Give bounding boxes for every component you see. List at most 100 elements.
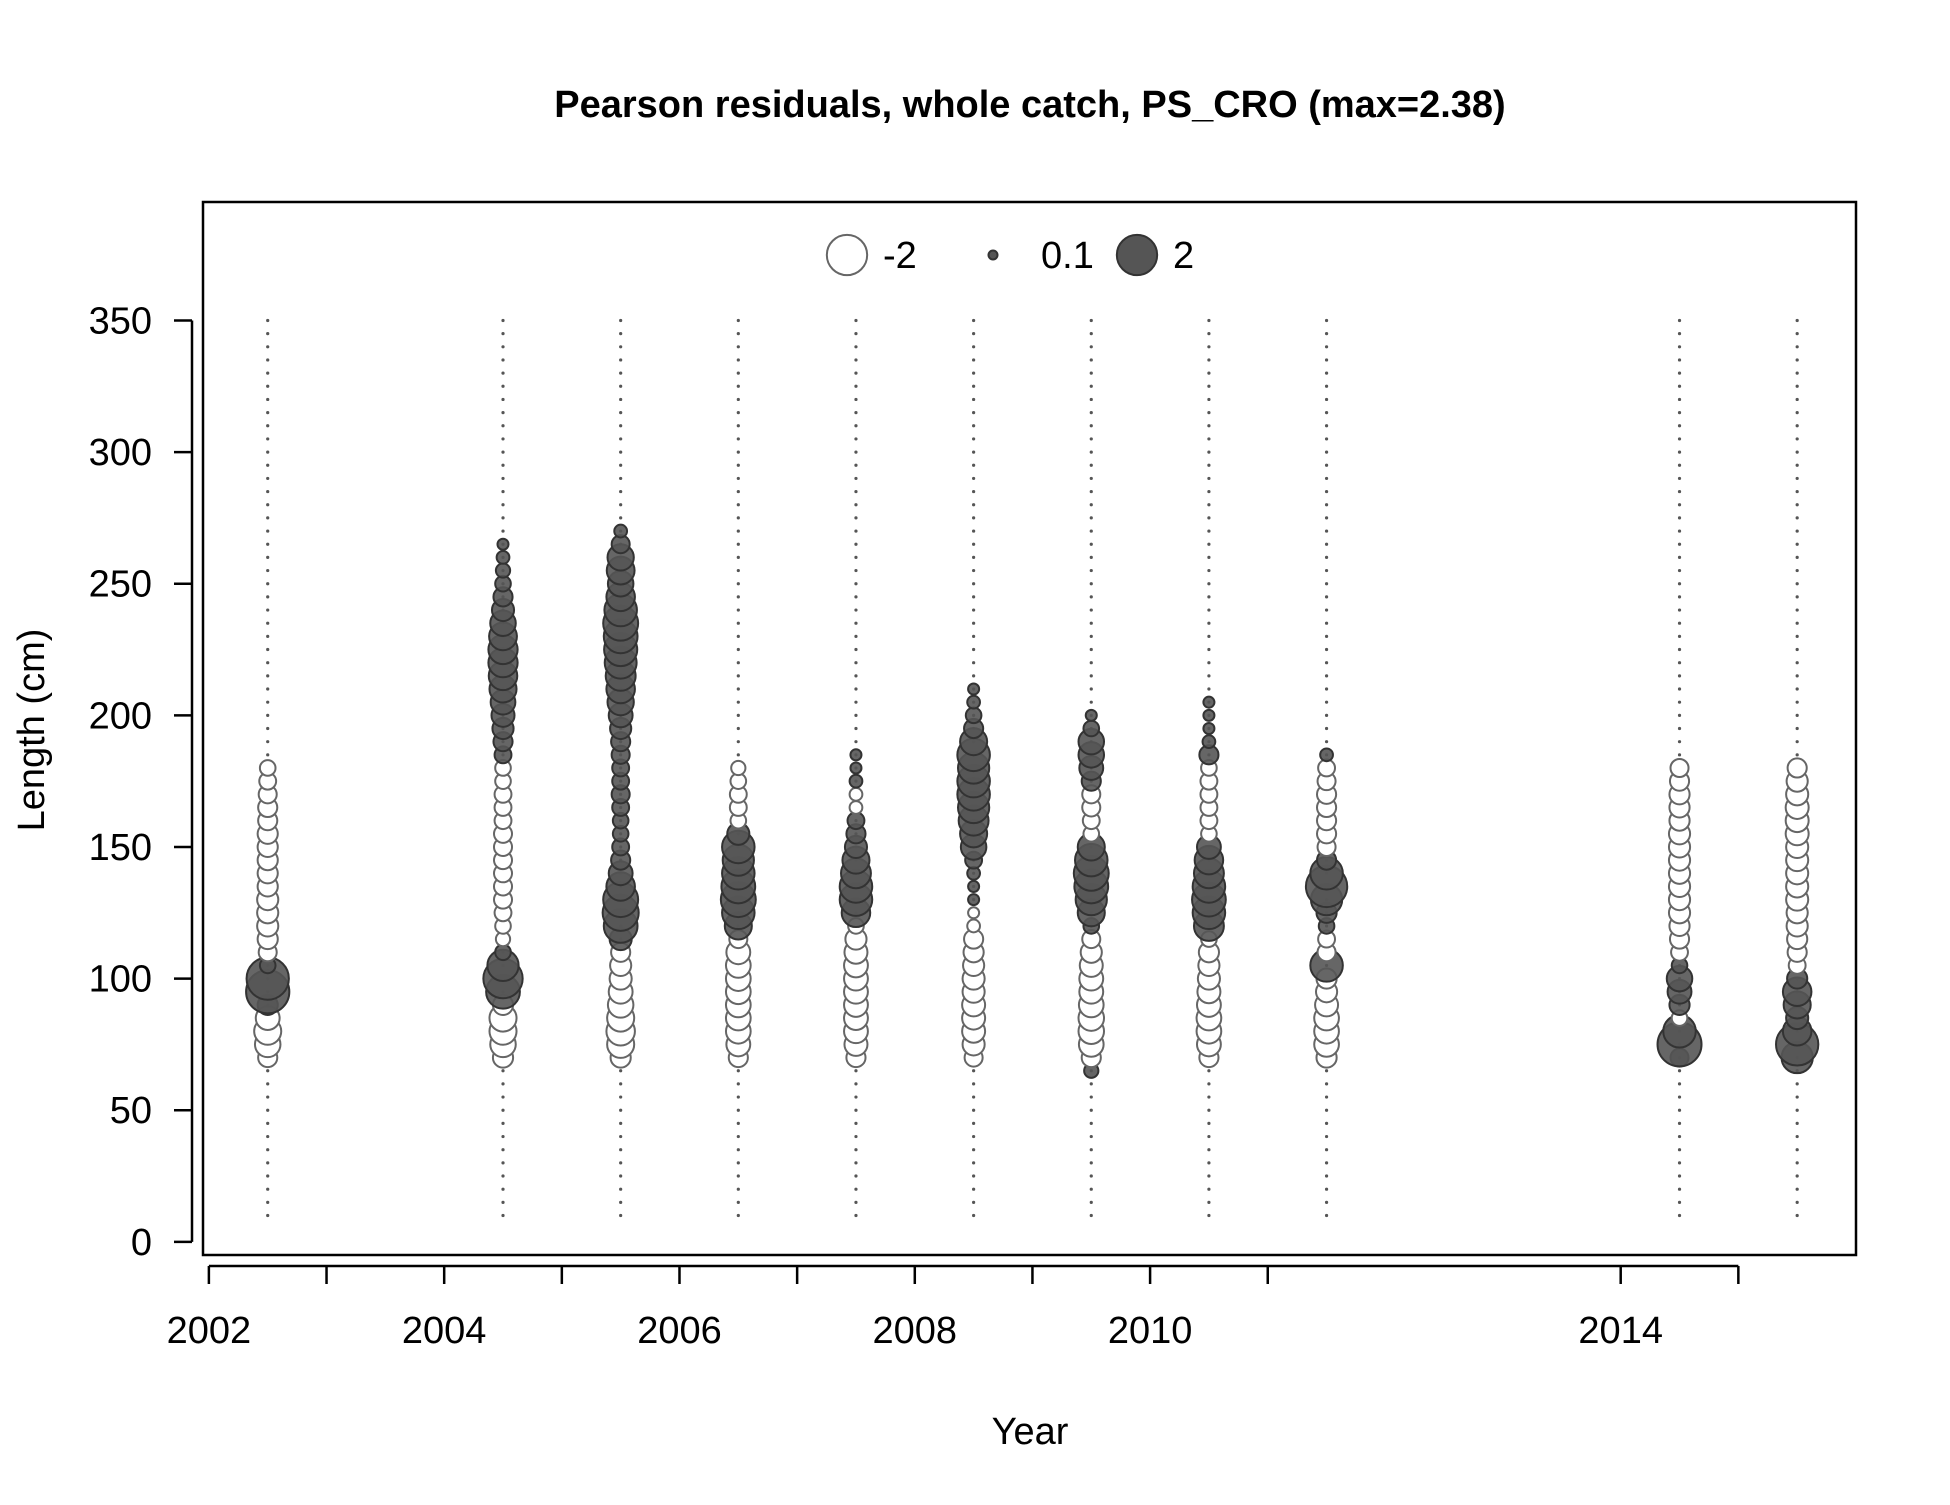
residual-bubble xyxy=(1669,757,1690,779)
guide-dot xyxy=(1324,713,1329,717)
guide-dot xyxy=(266,1200,270,1204)
guide-dot xyxy=(1089,476,1093,481)
guide-dot xyxy=(619,332,623,336)
guide-dot xyxy=(972,1213,976,1218)
guide-dot xyxy=(619,358,623,362)
guide-dot xyxy=(1207,1069,1211,1073)
guide-dot xyxy=(854,345,858,349)
guide-dot xyxy=(1677,1213,1682,1218)
guide-dot xyxy=(1089,1082,1093,1086)
guide-dot xyxy=(736,1174,740,1178)
guide-dot xyxy=(1677,1082,1682,1086)
guide-dot xyxy=(854,634,858,638)
guide-dot xyxy=(1677,542,1682,546)
guide-dot xyxy=(1324,1161,1329,1165)
guide-dot xyxy=(1089,700,1093,704)
guide-dot xyxy=(736,1213,740,1218)
guide-dot xyxy=(854,476,858,481)
guide-dot xyxy=(619,397,623,402)
guide-dot xyxy=(1677,726,1682,731)
guide-dot xyxy=(1089,674,1093,678)
guide-dot xyxy=(1207,674,1211,678)
guide-dot xyxy=(1207,634,1211,638)
guide-dot xyxy=(736,1161,740,1165)
guide-dot xyxy=(501,371,505,375)
guide-dot xyxy=(266,674,270,678)
guide-dot xyxy=(1677,1187,1682,1191)
y-axis: 0 50 100 150 200 250 300 350 xyxy=(89,300,194,1264)
residual-bubble xyxy=(1201,734,1217,750)
guide-dot xyxy=(266,1161,270,1165)
guide-dot xyxy=(972,661,976,665)
guide-dot xyxy=(1795,674,1799,678)
guide-dot xyxy=(854,674,858,678)
guide-dot xyxy=(854,1069,858,1073)
residual-bubble xyxy=(848,773,864,789)
guide-dot xyxy=(854,582,858,586)
guide-dot xyxy=(736,700,740,704)
guide-dot xyxy=(266,1095,270,1099)
guide-dot xyxy=(854,661,858,665)
guide-dot xyxy=(854,568,858,573)
guide-dot xyxy=(1324,318,1329,323)
guide-dot xyxy=(1089,1187,1093,1191)
guide-dot xyxy=(619,1082,623,1086)
guide-dot xyxy=(736,1134,740,1139)
guide-dot xyxy=(501,397,505,402)
guide-dot xyxy=(1795,476,1799,481)
guide-dot xyxy=(1324,1108,1329,1112)
series-3 xyxy=(719,759,757,1069)
guide-dot xyxy=(1207,345,1211,349)
residual-bubble xyxy=(967,879,981,893)
guide-dot xyxy=(1324,1095,1329,1099)
guide-dot xyxy=(1677,555,1682,559)
guide-dot xyxy=(1089,384,1093,388)
guide-dot xyxy=(501,1174,505,1178)
guide-dot xyxy=(1677,1161,1682,1165)
guide-dot xyxy=(854,1121,858,1125)
guide-dot xyxy=(972,542,976,546)
guide-dot xyxy=(854,516,858,520)
guide-dot xyxy=(854,595,858,599)
guide-dot xyxy=(1795,582,1799,586)
guide-dot xyxy=(972,318,976,323)
guide-dot xyxy=(854,489,858,494)
guide-dot xyxy=(1795,634,1799,638)
guide-dot xyxy=(501,1134,505,1139)
guide-dot xyxy=(972,647,976,652)
guide-dot xyxy=(854,555,858,559)
guide-dot xyxy=(1795,542,1799,546)
guide-dot xyxy=(266,1187,270,1191)
guide-dot xyxy=(1677,687,1682,691)
guide-dot xyxy=(1207,595,1211,599)
guide-dot xyxy=(619,1213,623,1218)
guide-dot xyxy=(1207,1095,1211,1099)
guide-dot xyxy=(1677,700,1682,704)
guide-dot xyxy=(1677,647,1682,652)
guide-dot xyxy=(854,529,858,533)
guide-dot xyxy=(736,647,740,652)
guide-dot xyxy=(854,384,858,388)
guide-dot xyxy=(266,371,270,375)
guide-dot xyxy=(972,503,976,507)
guide-dot xyxy=(1677,568,1682,573)
guide-dot xyxy=(736,516,740,520)
guide-dot xyxy=(1324,1213,1329,1218)
guide-dot xyxy=(1324,1134,1329,1139)
guide-dot xyxy=(854,687,858,691)
guide-dot xyxy=(1324,450,1329,454)
guide-dot xyxy=(1207,687,1211,691)
guide-dot xyxy=(619,371,623,375)
guide-dot xyxy=(619,476,623,481)
guide-dot xyxy=(501,411,505,415)
series-9 xyxy=(1656,757,1703,1068)
guide-dot xyxy=(854,1161,858,1165)
guide-dot xyxy=(501,1108,505,1112)
guide-dot xyxy=(501,318,505,323)
guide-dot xyxy=(1324,542,1329,546)
guide-dot xyxy=(1677,332,1682,336)
guide-dot xyxy=(972,476,976,481)
guide-dot xyxy=(1207,529,1211,533)
guide-dot xyxy=(854,437,858,441)
